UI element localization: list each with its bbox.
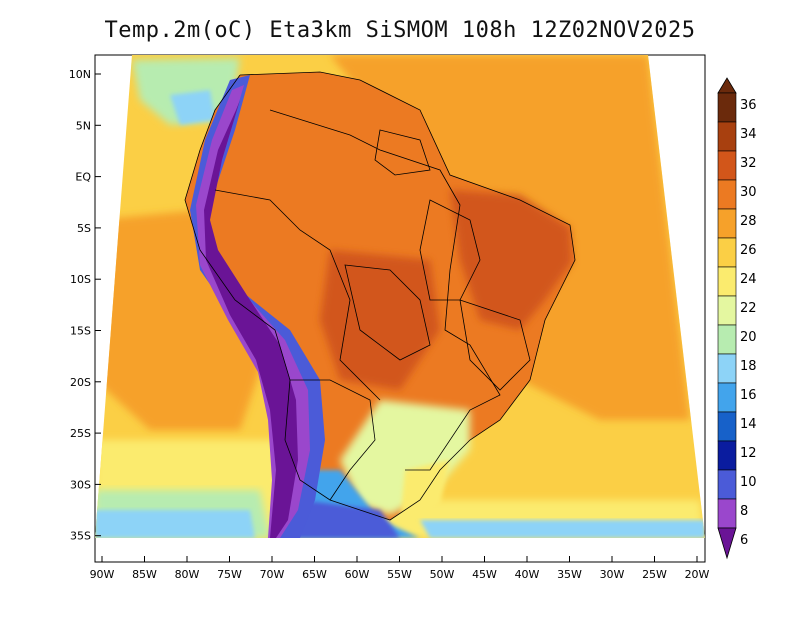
lat-tick-label: 35S: [70, 530, 91, 543]
colorbar-segment: [717, 295, 737, 326]
lat-tick-label: 30S: [70, 478, 91, 491]
colorbar-label: 16: [740, 388, 757, 403]
colorbar-label: 8: [740, 504, 748, 519]
colorbar-segment: [717, 324, 737, 355]
lon-tick-label: 60W: [345, 568, 370, 581]
pacific-cold-band: [95, 510, 255, 538]
temperature-field: [95, 55, 705, 538]
colorbar-segment: [717, 440, 737, 471]
lon-tick-label: 20W: [685, 568, 710, 581]
colorbar-segment: [717, 150, 737, 181]
lon-tick-label: 35W: [557, 568, 582, 581]
lon-tick-label: 55W: [387, 568, 412, 581]
lon-tick-label: 65W: [302, 568, 327, 581]
state-border-3: [459, 299, 531, 391]
colorbar: 36 34 32 30 28 26 24 22 20 18 16 14 12 10 8 6: [717, 77, 757, 560]
lat-tick-label: 25S: [70, 427, 91, 440]
atlantic-south-band: [420, 520, 705, 538]
lon-tick-label: 85W: [132, 568, 157, 581]
colorbar-segment: [717, 411, 737, 442]
colorbar-segment: [717, 237, 737, 268]
lat-tick-label: 5S: [77, 222, 91, 235]
colorbar-segment: [717, 179, 737, 210]
colorbar-segment: [717, 92, 737, 123]
patagonia-cold: [290, 500, 400, 538]
colorbar-bottom-arrow: [717, 527, 737, 560]
colorbar-label: 32: [740, 156, 757, 171]
longitude-axis: 90W 85W 80W 75W 70W 65W 60W 55W 50W 45W 40W 35W 30W 2…: [90, 556, 710, 581]
colorbar-label: 24: [740, 272, 757, 287]
lon-tick-label: 30W: [600, 568, 625, 581]
colorbar-top-arrow: [717, 77, 737, 94]
colorbar-segment: [717, 498, 737, 529]
lon-tick-label: 45W: [472, 568, 497, 581]
colorbar-label: 30: [740, 185, 757, 200]
panama-patch: [170, 90, 215, 125]
pacific-coastline: [184, 74, 361, 511]
colorbar-label: 34: [740, 127, 757, 142]
borders: [184, 71, 576, 521]
colorbar-label: 10: [740, 475, 757, 490]
lon-tick-label: 40W: [515, 568, 540, 581]
colorbar-label: 14: [740, 417, 757, 432]
atlantic-coastline: [239, 71, 576, 521]
lon-tick-label: 90W: [90, 568, 115, 581]
lon-tick-label: 50W: [430, 568, 455, 581]
andean-borders: [214, 189, 381, 401]
colorbar-label: 28: [740, 214, 757, 229]
lat-tick-label: 15S: [70, 325, 91, 338]
colorbar-label: 22: [740, 301, 757, 316]
colorbar-segment: [717, 208, 737, 239]
lon-tick-label: 80W: [175, 568, 200, 581]
latitude-axis: 10N 5N EQ 5S 10S 15S 20S 25S 30S 35S: [69, 68, 101, 543]
lat-tick-label: 10S: [70, 273, 91, 286]
colorbar-label: 36: [740, 98, 757, 113]
map-title: Temp.2m(oC) Eta3km SiSMOM 108h 12Z02NOV2…: [104, 18, 696, 43]
lon-tick-label: 25W: [642, 568, 667, 581]
argentina-border: [290, 379, 376, 501]
lat-tick-label: EQ: [75, 171, 91, 184]
lon-tick-label: 70W: [260, 568, 285, 581]
colorbar-segment: [717, 353, 737, 384]
colorbar-label: 18: [740, 359, 757, 374]
state-border-1: [344, 264, 431, 361]
colorbar-segment: [717, 469, 737, 500]
colorbar-label: 12: [740, 446, 757, 461]
lat-tick-label: 10N: [69, 68, 91, 81]
colorbar-segment: [717, 121, 737, 152]
colorbar-label: 26: [740, 243, 757, 258]
colorbar-label: 20: [740, 330, 757, 345]
lat-tick-label: 20S: [70, 376, 91, 389]
colorbar-segment: [717, 382, 737, 413]
lat-tick-label: 5N: [76, 119, 91, 132]
colorbar-label: 6: [740, 533, 748, 548]
lon-tick-label: 75W: [217, 568, 242, 581]
northeast-hot: [450, 190, 572, 330]
state-border-4: [374, 129, 431, 176]
colorbar-segment: [717, 266, 737, 297]
andes-high: [204, 100, 298, 538]
